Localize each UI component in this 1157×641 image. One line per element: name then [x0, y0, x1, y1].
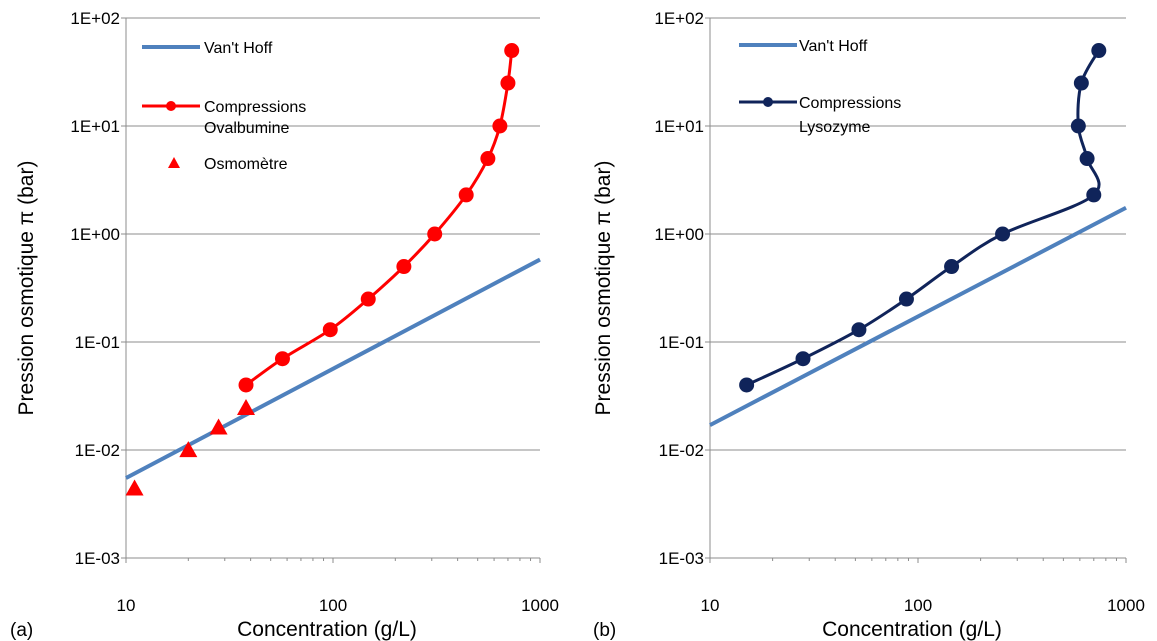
data-point-triangle — [125, 479, 144, 496]
data-point — [458, 187, 474, 203]
y-tick-label: 1E-01 — [659, 333, 704, 352]
legend-entry: Osmomètre — [168, 156, 288, 173]
data-point — [360, 291, 376, 307]
data-point — [851, 322, 867, 338]
series-van-t-hoff — [709, 205, 1127, 427]
chart-panel-2: 1E-03 1E-02 1E-01 1E+00 1E+01 1E+02 10 100 1000 C… — [592, 9, 1145, 641]
series-line — [125, 257, 541, 480]
x-axis-title: Concentration (g/L) — [237, 618, 417, 641]
series-osmom-tre — [125, 399, 256, 496]
y-tick-label: 1E+02 — [70, 9, 120, 28]
data-point — [898, 291, 914, 307]
legend-label: Van't Hoff — [204, 40, 273, 57]
data-point — [500, 75, 516, 91]
x-tick-label: 100 — [904, 596, 932, 615]
panel-label: (b) — [593, 620, 616, 641]
legend-label-line2: Ovalbumine — [204, 120, 289, 137]
y-tick-label: 1E-03 — [659, 549, 704, 568]
data-point — [238, 377, 254, 393]
data-point — [1079, 151, 1095, 167]
data-point-triangle — [179, 441, 198, 458]
data-point — [795, 351, 811, 367]
data-point — [1073, 75, 1089, 91]
x-tick-label: 100 — [319, 596, 347, 615]
data-point — [1070, 118, 1086, 134]
legend-label-line2: Lysozyme — [799, 119, 871, 136]
data-point — [492, 118, 508, 134]
legend-swatch-marker — [166, 101, 176, 111]
y-axis-title: Pression osmotique π (bar) — [592, 161, 615, 416]
y-tick-label: 1E-02 — [659, 441, 704, 460]
y-tick-label: 1E+01 — [70, 117, 120, 136]
legend-label-line1: Compressions — [799, 95, 901, 112]
legend-swatch-marker — [763, 97, 773, 107]
y-tick-label: 1E+02 — [654, 9, 704, 28]
legend-label: Osmomètre — [204, 156, 288, 173]
y-tick-label: 1E-02 — [75, 441, 120, 460]
data-point — [739, 377, 755, 393]
legend-swatch-triangle — [168, 157, 180, 168]
data-point — [427, 226, 443, 242]
series-compressions-lysozyme — [739, 43, 1107, 393]
legend-entry: Van't Hoff — [739, 38, 868, 55]
x-axis-title: Concentration (g/L) — [822, 618, 1002, 641]
data-point — [1086, 187, 1102, 203]
y-tick-label: 1E+00 — [654, 225, 704, 244]
x-tick-label: 1000 — [521, 596, 559, 615]
series-line — [709, 205, 1127, 427]
panel-label: (a) — [10, 620, 33, 641]
data-point — [1091, 43, 1107, 59]
y-tick-label: 1E+00 — [70, 225, 120, 244]
y-tick-label: 1E+01 — [654, 117, 704, 136]
legend-entry: Compressions Ovalbumine — [142, 99, 306, 137]
data-point — [504, 43, 520, 59]
legend-label: Compressions Lysozyme — [799, 95, 901, 136]
data-point-triangle — [209, 418, 228, 435]
legend-label: Compressions Ovalbumine — [204, 99, 306, 137]
series-compressions-ovalbumine — [238, 43, 520, 393]
chart-panel-1: 1E-03 1E-02 1E-01 1E+00 1E+01 1E+02 10 100 1000 C… — [10, 9, 559, 641]
legend-entry: Compressions Lysozyme — [739, 95, 901, 136]
data-point-triangle — [237, 399, 256, 416]
y-tick-label: 1E-01 — [75, 333, 120, 352]
y-axis-title: Pression osmotique π (bar) — [15, 161, 38, 416]
x-tick-label: 1000 — [1107, 596, 1145, 615]
data-point — [322, 322, 338, 338]
y-tick-label: 1E-03 — [75, 549, 120, 568]
x-tick-label: 10 — [701, 596, 720, 615]
x-tick-label: 10 — [117, 596, 136, 615]
legend-entry: Van't Hoff — [142, 40, 273, 57]
data-point — [274, 351, 290, 367]
data-point — [995, 226, 1011, 242]
data-point — [944, 259, 960, 275]
legend-label-line1: Compressions — [204, 99, 306, 116]
data-point — [480, 151, 496, 167]
legend-label: Van't Hoff — [799, 38, 868, 55]
data-point — [396, 259, 412, 275]
series-van-t-hoff — [125, 257, 541, 480]
